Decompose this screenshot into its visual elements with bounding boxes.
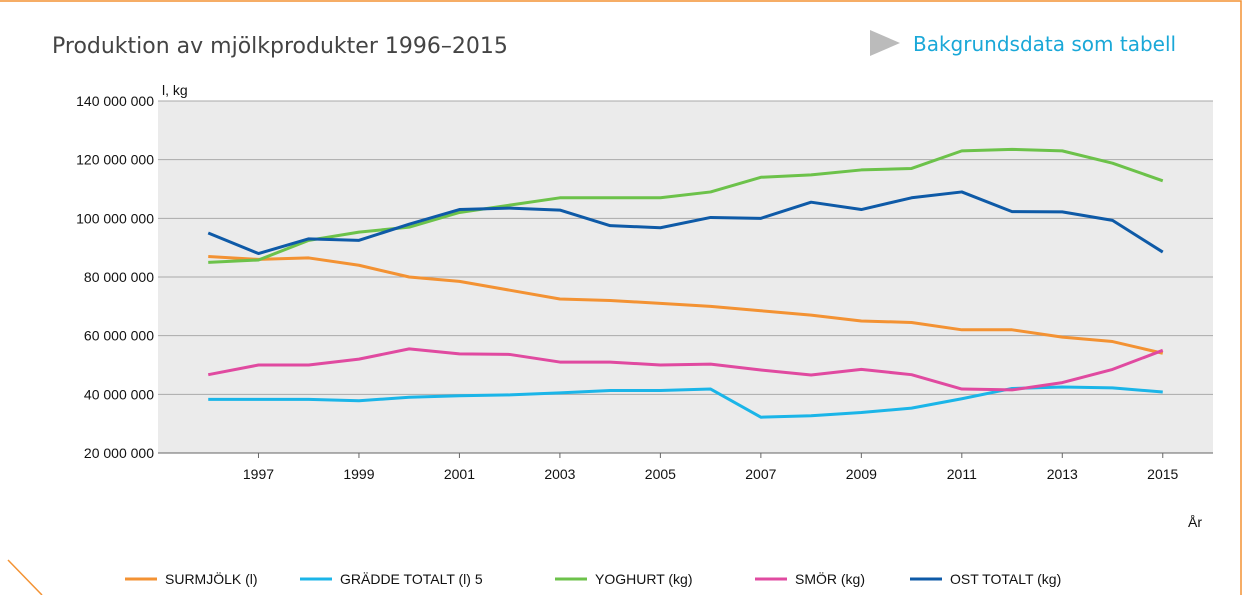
legend-label: YOGHURT (kg) — [595, 571, 693, 587]
series-line — [207, 347, 1164, 392]
y-tick-label: 100 000 000 — [76, 210, 154, 226]
table-link[interactable]: Bakgrundsdata som tabell — [913, 32, 1176, 56]
chart-title: Produktion av mjölkprodukter 1996–2015 — [52, 34, 508, 59]
y-tick-label: 60 000 000 — [84, 328, 154, 344]
x-tick-label: 1997 — [243, 466, 274, 482]
series-line — [208, 254, 1164, 355]
y-tick-label: 120 000 000 — [76, 152, 154, 168]
y-tick-label: 40 000 000 — [84, 386, 154, 402]
y-axis-label: l, kg — [162, 82, 188, 98]
x-tick-label: 1999 — [343, 466, 374, 482]
legend-label: OST TOTALT (kg) — [950, 571, 1061, 587]
y-tick-label: 20 000 000 — [84, 445, 154, 461]
series-line — [208, 147, 1164, 264]
x-tick-label: 2005 — [645, 466, 676, 482]
x-tick-label: 2003 — [544, 466, 575, 482]
legend-label: SURMJÖLK (l) — [165, 570, 258, 587]
x-tick-label: 2009 — [846, 466, 877, 482]
x-tick-label: 2015 — [1147, 466, 1178, 482]
x-tick-label: 2007 — [745, 466, 776, 482]
legend-label: SMÖR (kg) — [795, 570, 865, 587]
frame-corner — [7, 559, 43, 596]
x-tick-label: 2013 — [1047, 466, 1078, 482]
x-axis-label: År — [1188, 514, 1202, 530]
x-tick-label: 2001 — [444, 466, 475, 482]
y-tick-label: 80 000 000 — [84, 269, 154, 285]
y-tick-label: 140 000 000 — [76, 93, 154, 109]
x-tick-label: 2011 — [947, 466, 977, 482]
link-icon[interactable] — [870, 30, 900, 56]
legend-label: GRÄDDE TOTALT (l) 5 — [340, 571, 483, 587]
series-line — [207, 190, 1164, 256]
